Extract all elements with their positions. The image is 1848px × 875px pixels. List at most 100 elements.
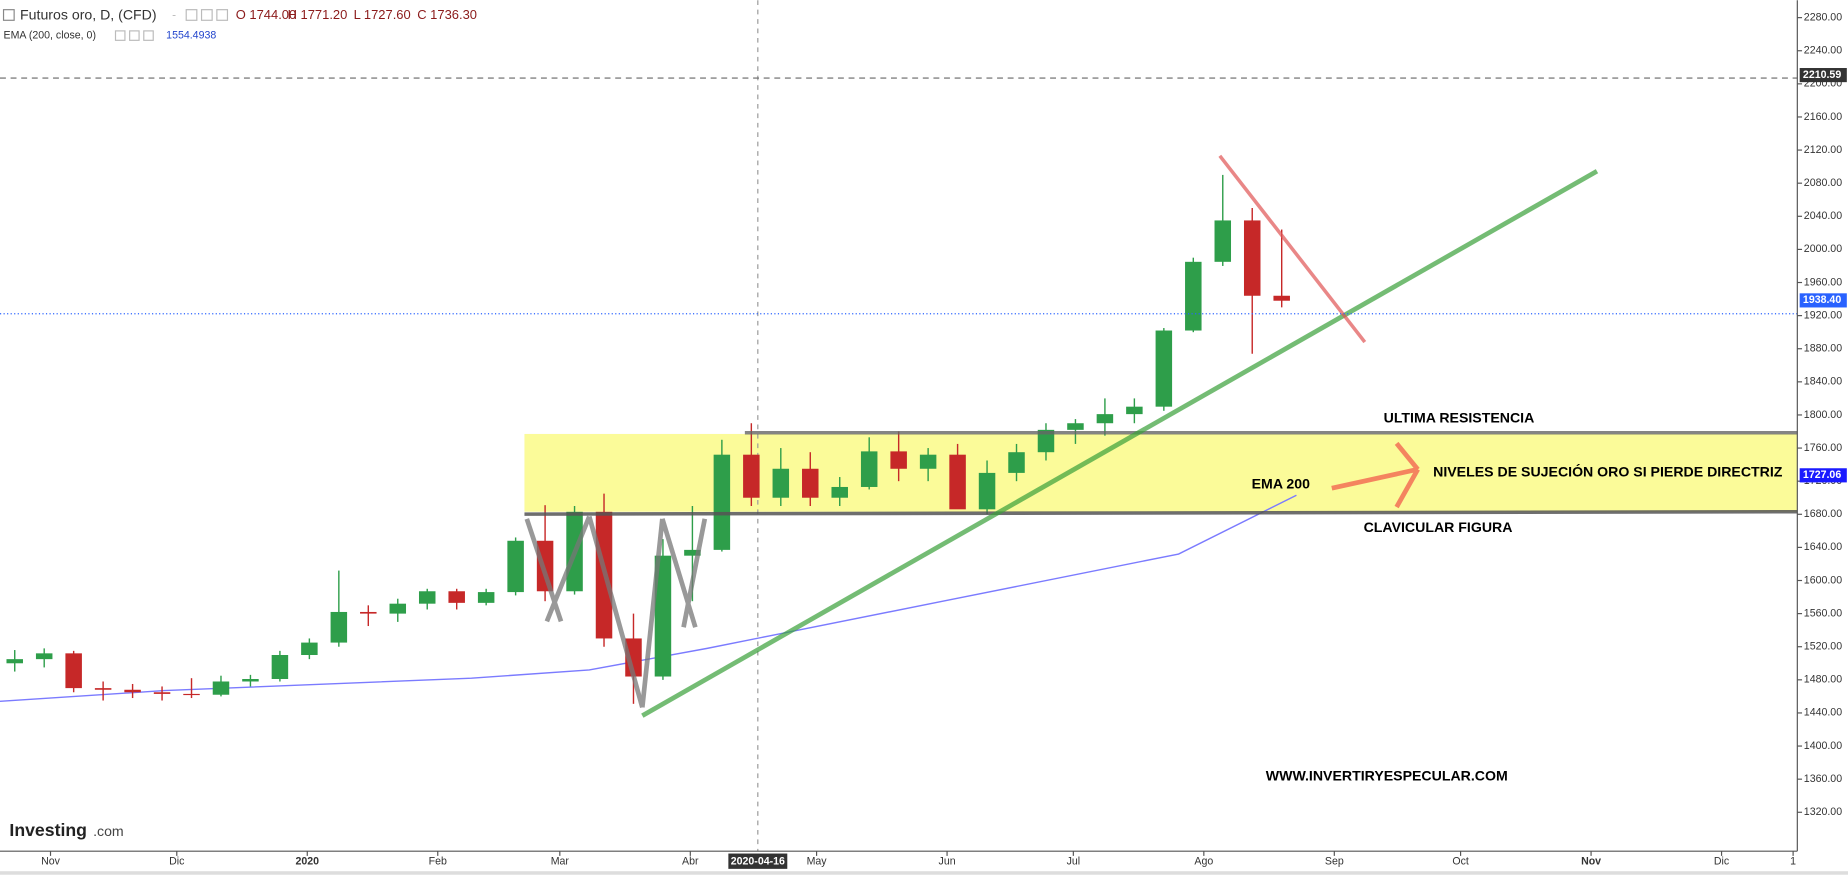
- candle-body: [183, 693, 200, 696]
- candle-body: [890, 451, 907, 469]
- x-tick-label: Jun: [939, 856, 956, 868]
- candle-body: [65, 653, 82, 689]
- candle-body: [448, 591, 465, 603]
- x-tick-label: 2020: [295, 856, 319, 868]
- y-tick-label: 1840.00: [1804, 376, 1842, 388]
- y-tick-label: 1880.00: [1804, 343, 1842, 355]
- ohlc: C 1736.30: [417, 7, 477, 22]
- candle-body: [1155, 330, 1173, 407]
- candle-body: [242, 679, 259, 682]
- y-tick-label: 1520.00: [1804, 641, 1842, 653]
- candle-body: [1243, 220, 1261, 296]
- candle-body: [124, 689, 141, 693]
- annotation: CLAVICULAR FIGURA: [1364, 519, 1513, 535]
- date-tag: [728, 853, 788, 869]
- candle-body: [802, 468, 819, 498]
- x-tick-label: Jul: [1067, 856, 1081, 868]
- symbol-title: Futuros oro, D, (CFD): [20, 6, 157, 22]
- y-tick-label: 1640.00: [1804, 541, 1842, 553]
- y-tick-label: 2040.00: [1804, 210, 1842, 222]
- y-tick-label: 1360.00: [1804, 773, 1842, 785]
- candle-body: [212, 681, 230, 695]
- candle-body: [418, 591, 436, 604]
- ohlc: L 1727.60: [354, 7, 411, 22]
- price-tag-label: 1727.06: [1803, 469, 1841, 481]
- annotation: NIVELES DE SUJECIÓN ORO SI PIERDE DIRECT…: [1433, 463, 1783, 480]
- candle-body: [743, 454, 760, 498]
- x-tick-label: Oct: [1452, 856, 1469, 868]
- candle-body: [949, 454, 966, 510]
- candle-body: [1067, 423, 1084, 430]
- y-tick-label: 2080.00: [1804, 177, 1842, 189]
- brand: Investing: [9, 820, 87, 840]
- separator: -: [172, 9, 176, 22]
- candle-body: [684, 549, 701, 556]
- y-tick-label: 1560.00: [1804, 607, 1842, 619]
- candle-body: [1037, 429, 1055, 453]
- y-tick-label: 1800.00: [1804, 409, 1842, 421]
- x-tick-label: Mar: [551, 856, 570, 868]
- y-tick-label: 1320.00: [1804, 806, 1842, 818]
- scrollbar: [0, 871, 1848, 875]
- x-tick-label: Nov: [1581, 856, 1601, 868]
- candle-body: [360, 611, 377, 614]
- candle-body: [860, 451, 878, 487]
- candle-body: [94, 688, 112, 690]
- y-tick-label: 2280.00: [1804, 11, 1842, 23]
- y-tick-label: 1760.00: [1804, 442, 1842, 454]
- candle-body: [1096, 414, 1114, 424]
- date-tag-label: 2020-04-16: [731, 856, 785, 868]
- price-tag-label: 1938.40: [1803, 294, 1841, 306]
- x-tick-label: Sep: [1325, 856, 1344, 868]
- y-tick-label: 2000.00: [1804, 243, 1842, 255]
- candle-body: [831, 486, 848, 498]
- x-tick-label: Feb: [429, 856, 447, 868]
- x-tick-label: Abr: [682, 856, 699, 868]
- y-tick-label: 1600.00: [1804, 574, 1842, 586]
- header-icons[interactable]: [185, 9, 229, 21]
- indicator: EMA (200, close, 0): [4, 29, 96, 41]
- neckline: [524, 509, 1798, 516]
- indicator-icons[interactable]: [114, 30, 154, 41]
- y-tick-label: 2120.00: [1804, 144, 1842, 156]
- price-tag-label: 2210.59: [1803, 69, 1841, 81]
- candle-body: [1214, 220, 1232, 262]
- axes: 1320.00 1360.00 1400.00 1440.00 1480.00 1520.…: [41, 11, 1847, 868]
- ohlc: O 1744.00: [236, 7, 297, 22]
- price-tag: [1799, 68, 1847, 83]
- price-tag: [1799, 293, 1847, 308]
- annotation: EMA 200: [1252, 475, 1310, 491]
- candle-body: [1126, 406, 1143, 415]
- price-tag: [1799, 468, 1847, 483]
- x-tick-label: 1: [1790, 856, 1796, 868]
- y-tick-label: 1440.00: [1804, 707, 1842, 719]
- candle-body: [389, 603, 407, 614]
- candle-body: [919, 454, 937, 469]
- arrows: [1331, 441, 1420, 509]
- candle-body: [772, 468, 790, 498]
- candle-body: [978, 472, 996, 510]
- candle-body: [6, 659, 23, 664]
- zone: [524, 433, 1798, 512]
- annotation: WWW.INVERTIRYESPECULAR.COM: [1266, 768, 1508, 784]
- candle-body: [35, 653, 53, 660]
- collapse-icon[interactable]: [2, 9, 15, 21]
- y-tick-label: 1480.00: [1804, 674, 1842, 686]
- x-tick-label: Dic: [1714, 856, 1730, 868]
- plot: [0, 174, 1297, 704]
- x-tick-label: Ago: [1194, 856, 1213, 868]
- y-tick-label: 1920.00: [1804, 309, 1842, 321]
- trendline: [641, 169, 1599, 718]
- candle-body: [1273, 295, 1290, 301]
- x-tick-label: Dic: [169, 856, 185, 868]
- candle-body: [330, 611, 348, 643]
- candle-body: [153, 692, 171, 694]
- downtrend-line: [1218, 154, 1367, 344]
- ohlc: H 1771.20: [288, 7, 348, 22]
- brand-suffix: .com: [93, 823, 124, 839]
- y-tick-label: 1960.00: [1804, 276, 1842, 288]
- y-tick-label: 1680.00: [1804, 508, 1842, 520]
- annotation: ULTIMA RESISTENCIA: [1384, 409, 1535, 425]
- x-tick-label: May: [807, 856, 828, 868]
